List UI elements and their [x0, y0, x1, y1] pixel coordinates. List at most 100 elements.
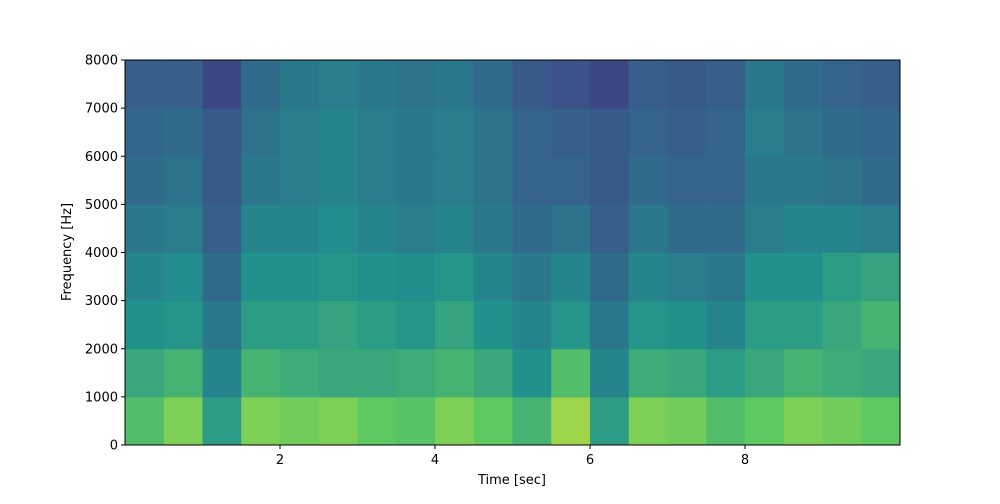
heat-cell — [783, 204, 823, 253]
heat-cell — [473, 156, 513, 205]
heat-cell — [783, 396, 823, 446]
heat-cell — [667, 204, 707, 253]
heat-cell — [783, 252, 823, 302]
heat-cell — [280, 252, 320, 302]
heat-cell — [280, 300, 320, 350]
heat-cell — [861, 108, 901, 157]
heat-cell — [125, 204, 165, 253]
heat-cell — [706, 252, 746, 302]
heat-cell — [396, 60, 436, 109]
heat-cell — [318, 348, 358, 398]
heat-cell — [202, 204, 242, 253]
heat-cell — [822, 300, 862, 350]
heat-cell — [473, 348, 513, 398]
heat-cell — [590, 348, 630, 398]
heat-cell — [628, 348, 668, 398]
heat-cell — [318, 60, 358, 109]
heat-cell — [396, 156, 436, 205]
heat-cell — [706, 204, 746, 253]
heat-cell — [512, 60, 552, 109]
heat-cell — [318, 300, 358, 350]
heat-cell — [163, 396, 203, 446]
heat-cell — [861, 60, 901, 109]
heat-cell — [357, 156, 397, 205]
heat-cell — [202, 156, 242, 205]
heat-cell — [318, 396, 358, 446]
heat-cell — [706, 60, 746, 109]
heat-cell — [241, 396, 281, 446]
heat-cell — [163, 348, 203, 398]
heat-cell — [861, 156, 901, 205]
heat-cell — [125, 108, 165, 157]
heat-cell — [473, 108, 513, 157]
x-tick-label: 8 — [741, 453, 749, 468]
y-tick-label: 2000 — [85, 342, 118, 357]
y-tick-label: 1000 — [85, 390, 118, 405]
heat-cell — [822, 252, 862, 302]
heat-cell — [590, 108, 630, 157]
y-tick-label: 4000 — [85, 246, 118, 261]
heat-cell — [202, 60, 242, 109]
heat-cell — [280, 156, 320, 205]
x-tick-label: 2 — [276, 453, 284, 468]
y-tick-label: 5000 — [85, 198, 118, 213]
heat-cell — [318, 156, 358, 205]
heat-cell — [357, 204, 397, 253]
heat-cell — [125, 156, 165, 205]
heat-cell — [357, 252, 397, 302]
heat-cell — [861, 348, 901, 398]
heat-cell — [551, 300, 591, 350]
heat-cell — [861, 396, 901, 446]
heat-cell — [745, 108, 785, 157]
heat-cell — [822, 396, 862, 446]
heat-cell — [163, 252, 203, 302]
heat-cell — [590, 396, 630, 446]
heat-cell — [590, 300, 630, 350]
heat-cell — [551, 108, 591, 157]
heat-cell — [396, 348, 436, 398]
heat-cell — [667, 396, 707, 446]
heat-cell — [163, 60, 203, 109]
heat-cell — [163, 156, 203, 205]
heat-cell — [628, 252, 668, 302]
y-tick-label: 3000 — [85, 294, 118, 309]
heat-cell — [861, 252, 901, 302]
heat-cell — [202, 348, 242, 398]
heat-cell — [241, 348, 281, 398]
heat-cell — [861, 204, 901, 253]
heat-cell — [163, 300, 203, 350]
heat-cell — [512, 204, 552, 253]
heat-cell — [551, 156, 591, 205]
heat-cell — [706, 300, 746, 350]
heat-cell — [590, 252, 630, 302]
heat-cell — [125, 300, 165, 350]
heat-cell — [783, 108, 823, 157]
heat-cell — [706, 396, 746, 446]
heat-cell — [396, 204, 436, 253]
heat-cell — [667, 252, 707, 302]
heat-cell — [202, 396, 242, 446]
heat-cell — [628, 60, 668, 109]
heat-cell — [435, 60, 475, 109]
x-tick-label: 6 — [586, 453, 594, 468]
heat-cell — [280, 60, 320, 109]
heat-cell — [241, 108, 281, 157]
heat-cell — [512, 108, 552, 157]
heat-cell — [435, 108, 475, 157]
x-axis-label: Time [sec] — [477, 473, 546, 488]
heat-cell — [396, 396, 436, 446]
heat-cell — [125, 348, 165, 398]
heat-cell — [822, 348, 862, 398]
heat-cell — [512, 252, 552, 302]
heat-cell — [551, 396, 591, 446]
heat-cell — [241, 60, 281, 109]
heat-cell — [202, 252, 242, 302]
heat-cell — [551, 204, 591, 253]
heat-cell — [861, 300, 901, 350]
heat-cell — [745, 156, 785, 205]
heat-cell — [512, 348, 552, 398]
y-tick-label: 0 — [110, 439, 118, 454]
heat-cell — [628, 108, 668, 157]
heat-cell — [745, 300, 785, 350]
heat-cell — [551, 252, 591, 302]
